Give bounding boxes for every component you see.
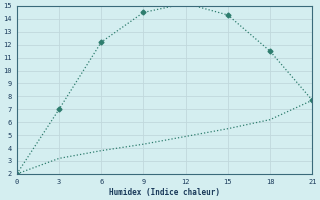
X-axis label: Humidex (Indice chaleur): Humidex (Indice chaleur) [109, 188, 220, 197]
